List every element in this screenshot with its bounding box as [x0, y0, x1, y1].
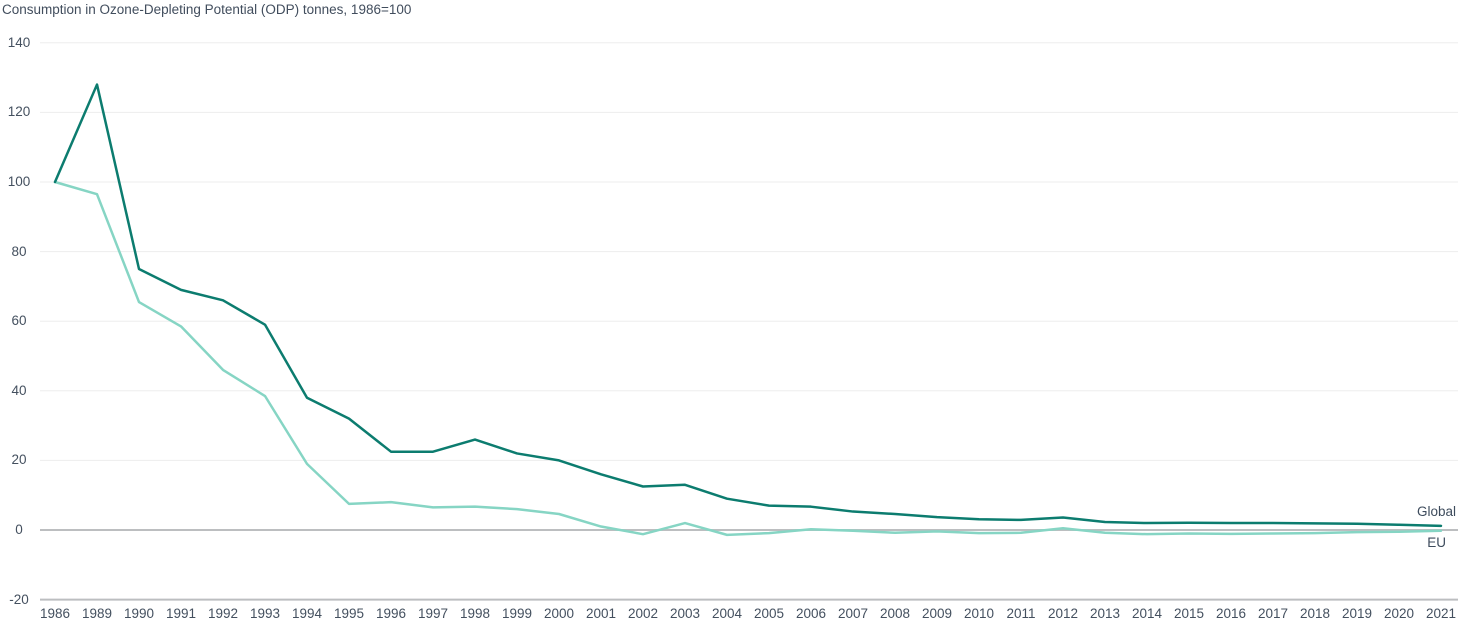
x-tick-label: 2005	[753, 606, 785, 621]
x-tick-label: 1992	[207, 606, 239, 621]
global-line	[53, 83, 1443, 528]
x-tick-label: 1990	[123, 606, 155, 621]
x-tick-label: 2007	[837, 606, 869, 621]
x-tick-label: 1993	[249, 606, 281, 621]
y-tick-label: 80	[11, 243, 27, 259]
y-tick-label: 20	[11, 452, 27, 468]
x-tick-label: 2011	[1006, 606, 1036, 621]
x-tick-label: 2017	[1257, 606, 1289, 621]
x-tick-label: 1991	[165, 606, 197, 621]
x-tick-label: 1986	[39, 606, 71, 621]
x-tick-label: 1998	[459, 606, 491, 621]
chart-title: Consumption in Ozone-Depleting Potential…	[2, 2, 412, 17]
series-label-eu: EU	[1427, 534, 1446, 550]
x-tick-label: 2015	[1173, 606, 1205, 621]
x-tick-label: 2018	[1299, 606, 1331, 621]
x-tick-label: 1996	[375, 606, 407, 621]
x-tick-label: 2002	[627, 606, 659, 621]
y-tick-label: 60	[11, 313, 27, 329]
x-tick-label: 2014	[1131, 606, 1163, 621]
eu-line	[53, 180, 1443, 537]
x-tick-label: 1995	[333, 606, 365, 621]
x-tick-label: 2016	[1215, 606, 1247, 621]
x-tick-label: 2001	[585, 606, 617, 621]
y-tick-label: 120	[7, 104, 31, 120]
x-tick-label: 1994	[291, 606, 323, 621]
x-tick-label: 2004	[711, 606, 743, 621]
x-tick-label: 2000	[543, 606, 575, 621]
x-tick-label: 2003	[669, 606, 701, 621]
y-tick-label: 140	[7, 34, 31, 50]
x-tick-label: 2021	[1425, 606, 1457, 621]
y-tick-label: 100	[7, 174, 31, 189]
x-tick-label: 2020	[1383, 606, 1415, 621]
y-tick-label: 40	[11, 382, 27, 398]
y-tick-label: -20	[9, 591, 29, 607]
x-tick-label: 2009	[921, 606, 953, 621]
x-tick-label: 1999	[501, 606, 533, 621]
x-tick-label: 1997	[417, 606, 449, 621]
x-tick-label: 2006	[795, 606, 827, 621]
x-tick-label: 2010	[963, 606, 995, 621]
x-tick-label: 2019	[1341, 606, 1373, 621]
y-tick-label: 0	[15, 522, 23, 537]
x-tick-label: 2013	[1089, 606, 1121, 621]
x-tick-label: 2012	[1047, 606, 1079, 621]
x-tick-label: 1989	[81, 606, 113, 621]
series-label-global: Global	[1416, 503, 1456, 519]
x-tick-label: 2008	[879, 606, 911, 621]
